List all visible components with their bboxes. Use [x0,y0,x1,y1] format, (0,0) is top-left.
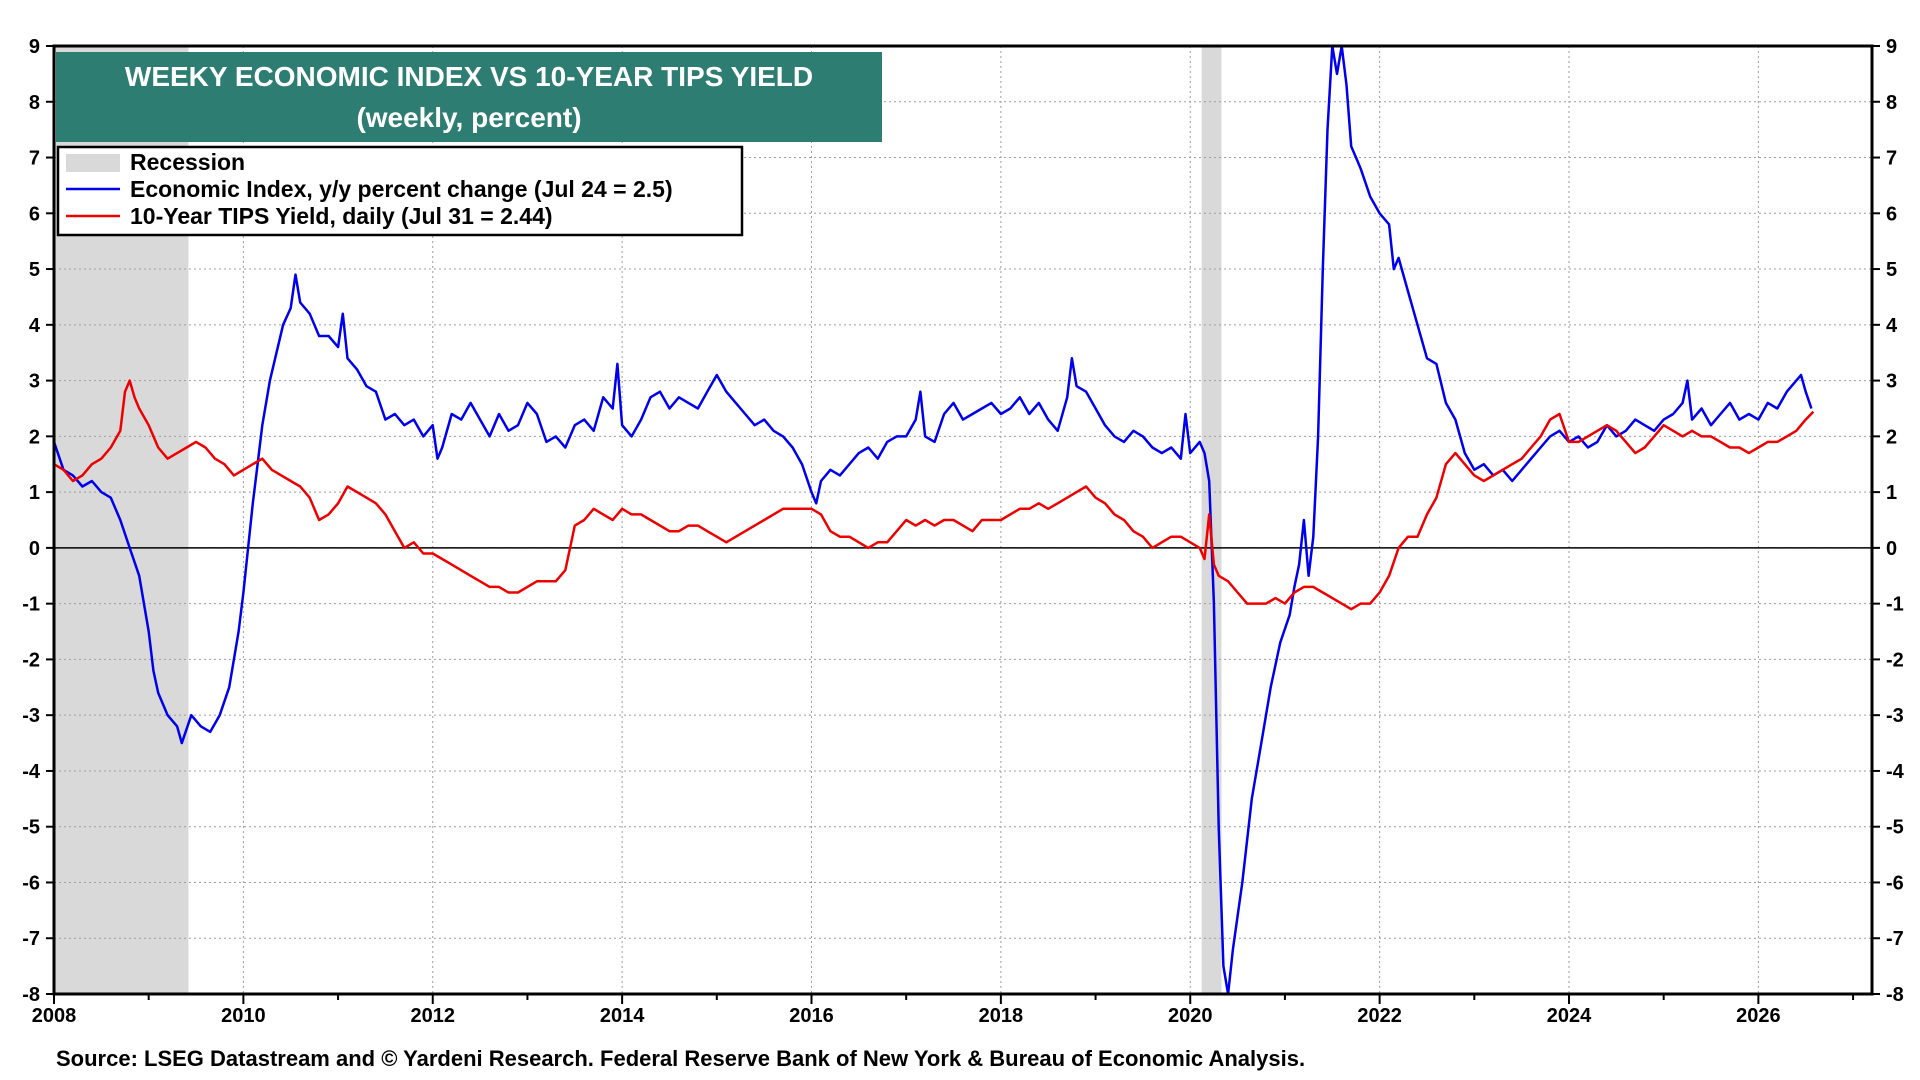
y-tick-label-right: -5 [1886,817,1904,839]
plot-frame [52,44,1874,996]
x-tick-label: 2012 [411,1005,456,1027]
y-axis-left-ticks: 9 8 7 6 5 4 3 2 1 0 -1 -2 -3 -4 -5 -6 -7 -8 [22,36,54,1006]
y-tick-label-left: 8 [29,92,40,114]
y-tick-label-left: 1 [29,482,40,504]
chart-title: WEEKY ECONOMIC INDEX VS 10-YEAR TIPS YIE… [125,61,813,92]
y-tick-label-right: -1 [1886,594,1904,616]
x-tick-label: 2016 [789,1005,834,1027]
x-axis-ticks: 2008 2010 2012 2014 2016 2018 2020 2022 2024 2026 [32,994,1855,1027]
y-tick-label-left: 6 [29,203,40,225]
x-tick-label: 2020 [1168,1005,1213,1027]
y-tick-label-right: -6 [1886,872,1904,894]
x-tick-label: 2014 [600,1005,645,1027]
y-tick-label-right: 4 [1886,315,1898,337]
y-tick-label-right: 9 [1886,36,1897,58]
y-tick-label-left: 0 [29,538,40,560]
y-tick-label-left: 9 [29,36,40,58]
title-box: WEEKY ECONOMIC INDEX VS 10-YEAR TIPS YIE… [56,52,882,142]
y-tick-label-left: 7 [29,148,40,170]
series-lines [52,44,1815,996]
y-tick-label-left: -1 [22,594,40,616]
x-tick-label: 2026 [1736,1005,1781,1027]
legend-tips-yield-label: 10-Year TIPS Yield, daily (Jul 31 = 2.44… [130,203,553,229]
x-tick-label: 2010 [221,1005,266,1027]
y-tick-label-left: 3 [29,371,40,393]
y-tick-label-left: 2 [29,426,40,448]
legend: Recession Economic Index, y/y percent ch… [56,145,744,237]
y-tick-label-right: 0 [1886,538,1897,560]
y-tick-label-right: -2 [1886,649,1904,671]
x-tick-label: 2024 [1547,1005,1592,1027]
y-tick-label-left: -2 [22,649,40,671]
y-tick-label-left: 5 [29,259,40,281]
y-tick-label-left: 4 [29,315,41,337]
chart-subtitle: (weekly, percent) [356,102,581,133]
y-tick-label-left: -6 [22,872,40,894]
y-tick-label-left: -3 [22,705,40,727]
y-tick-label-left: -5 [22,817,40,839]
y-tick-label-right: -8 [1886,984,1904,1006]
y-tick-label-right: 7 [1886,148,1897,170]
legend-economic-index-label: Economic Index, y/y percent change (Jul … [130,176,673,202]
legend-recession-label: Recession [130,149,245,175]
x-tick-label: 2018 [979,1005,1024,1027]
y-tick-label-right: 2 [1886,426,1897,448]
x-tick-label: 2008 [32,1005,77,1027]
y-tick-label-right: 3 [1886,371,1897,393]
y-tick-label-left: -4 [22,761,41,783]
y-tick-label-left: -7 [22,928,40,950]
y-tick-label-right: 5 [1886,259,1897,281]
y-tick-label-right: -3 [1886,705,1904,727]
source-note: Source: LSEG Datastream and © Yardeni Re… [56,1046,1306,1071]
y-tick-label-right: 8 [1886,92,1897,114]
series-line-tips-yield [53,379,1815,611]
y-tick-label-left: -8 [22,984,40,1006]
legend-recession-swatch [66,154,120,172]
gridlines [53,45,1872,995]
y-tick-label-right: 1 [1886,482,1897,504]
y-tick-label-right: -4 [1886,761,1905,783]
y-axis-right-ticks: 9 8 7 6 5 4 3 2 1 0 -1 -2 -3 -4 -5 -6 -7 -8 [1872,36,1905,1006]
y-tick-label-right: 6 [1886,203,1897,225]
x-tick-label: 2022 [1357,1005,1402,1027]
y-tick-label-right: -7 [1886,928,1904,950]
